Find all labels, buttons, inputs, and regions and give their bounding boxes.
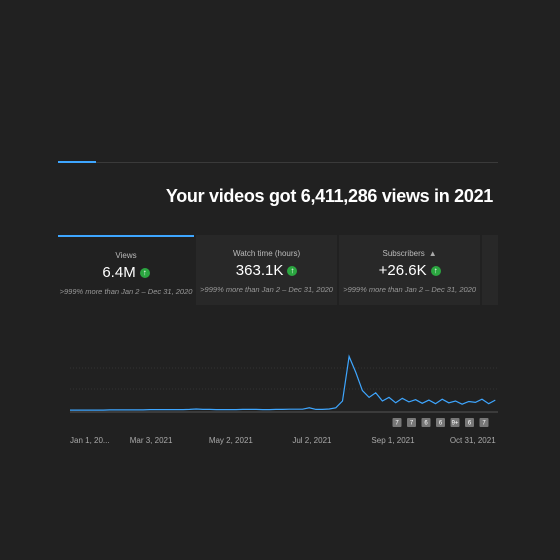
metric-value: 363.1K [235, 262, 284, 279]
x-tick-label: Sep 1, 2021 [371, 436, 415, 445]
metric-card[interactable]: Subscribers ▲ +26.6K ↑ >999% more than Jan… [339, 235, 481, 305]
metric-label-row: Subscribers ▲ [339, 249, 480, 258]
warning-icon[interactable]: ▲ [428, 249, 437, 258]
metric-change: >999% more than Jan 2 – Dec 31, 2020 [343, 285, 477, 294]
marker-label: 6 [439, 421, 443, 427]
marker-box [407, 418, 416, 427]
metric-value-row: 6.4M ↑ [58, 264, 194, 281]
marker-box [421, 418, 431, 427]
x-tick-label: Oct 31, 2021 [450, 436, 496, 445]
line-series [70, 354, 496, 411]
marker-box [436, 418, 445, 427]
marker-label: 7 [410, 421, 414, 427]
x-tick-label: Mar 3, 2021 [130, 436, 173, 445]
marker-box [479, 418, 489, 427]
marker-label: 9+ [452, 421, 459, 427]
metric-value: +26.6K [378, 262, 427, 279]
tab-active[interactable] [58, 161, 96, 163]
metric-label: Views [115, 251, 137, 260]
x-tick-label: Jul 2, 2021 [292, 436, 332, 445]
metric-cards: Views 6.4M ↑ >999% more than Jan 2 – Dec … [58, 235, 499, 305]
summary-title: Your videos got 6,411,286 views in 2021 [165, 186, 493, 206]
tab-line [58, 162, 498, 163]
metric-card[interactable]: Views 6.4M ↑ >999% more than Jan 2 – Dec … [58, 235, 195, 305]
marker-label: 6 [468, 421, 472, 427]
up-icon: ↑ [139, 268, 150, 278]
marker-label: 7 [482, 421, 486, 427]
x-tick-label: Jan 1, 20... [70, 436, 110, 445]
marker-label: 7 [395, 421, 399, 427]
metric-value-row: +26.6K ↑ [339, 262, 480, 279]
metric-change: >999% more than Jan 2 – Dec 31, 2020 [200, 285, 333, 294]
marker-label: 6 [424, 421, 428, 427]
metric-value: 6.4M [102, 264, 136, 281]
metric-value-row: 363.1K ↑ [196, 262, 337, 279]
marker-box [450, 418, 460, 427]
next-card[interactable] [482, 235, 499, 305]
metric-label: Subscribers [382, 249, 425, 258]
up-icon: ↑ [287, 266, 298, 276]
up-icon: ↑ [430, 266, 441, 276]
x-tick-label: May 2, 2021 [209, 436, 254, 445]
metric-label: Watch time (hours) [232, 249, 301, 258]
marker-box [392, 418, 402, 427]
marker-box [465, 418, 474, 427]
metric-card[interactable]: Watch time (hours) 363.1K ↑ >999% more th… [196, 235, 338, 305]
metric-change: >999% more than Jan 2 – Dec 31, 2020 [59, 287, 193, 296]
